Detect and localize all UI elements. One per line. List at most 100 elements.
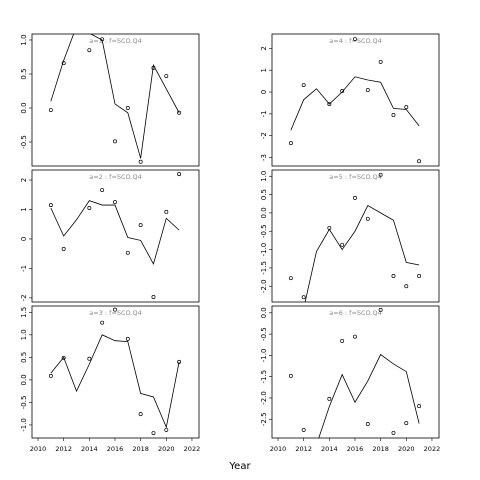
x-tick-label: 2018 [132,445,149,453]
fitted-line [50,334,180,429]
observed-point [340,338,345,343]
x-tick-label: 2012 [295,445,312,453]
x-tick-label: 2022 [184,445,201,453]
observed-point [378,307,383,312]
y-tick-label: -0.5 [20,135,28,149]
panel-frame [271,169,440,303]
observed-point [288,141,293,146]
y-tick-label: -2 [260,132,268,139]
plot-area [288,172,422,302]
x-tick-label: 2016 [347,445,364,453]
x-tick-label: 2014 [321,445,338,453]
fitted-line [50,34,180,159]
y-tick-label: 1 [260,68,268,72]
observed-point [61,355,66,360]
y-tick-label: -0.5 [260,327,268,341]
strip-label: a=1 : f=SCO.Q4 [89,37,141,45]
y-tick-label: -0.5 [20,396,28,410]
plot-area [288,307,422,438]
y-tick-label: -1.5 [260,370,268,384]
observed-point [301,427,306,432]
y-tick-label: 1.0 [20,34,28,45]
plot-area [48,34,182,164]
observed-point [391,112,396,117]
observed-point [113,139,117,144]
observed-point [138,412,143,417]
observed-point [288,373,293,378]
y-tick-label: -1.0 [20,418,28,432]
strip-label: a=3 : f=SCO.Q4 [89,309,141,317]
observed-point [100,320,105,325]
observed-point [177,172,182,177]
y-tick-label: 1.0 [260,171,268,182]
y-tick-label: 0.0 [260,307,268,318]
observed-point [417,274,422,278]
observed-point [87,48,92,53]
observed-point [151,431,156,435]
observed-point [125,250,130,255]
y-tick-label: -2.5 [260,412,268,426]
observed-point [113,307,117,312]
observed-point [340,242,345,247]
plot-area [48,307,182,435]
y-tick-label: -2 [20,294,28,301]
strip-label: a=5 : f=SCO.Q4 [329,173,381,181]
strip-label: a=4 : f=SCO.Q4 [329,37,381,45]
observed-point [417,404,422,409]
x-tick-label: 2016 [107,445,124,453]
observed-point [48,203,53,208]
fitted-line [318,353,420,438]
observed-point [378,172,383,177]
y-tick-label: 2 [260,46,268,50]
observed-point [327,396,332,401]
observed-point [125,106,130,110]
y-tick-label: 1.0 [20,329,28,340]
y-tick-label: -1.5 [260,261,268,275]
observed-point [288,276,293,281]
observed-point [61,247,66,251]
observed-point [138,223,143,228]
y-tick-label: -1.0 [260,243,268,257]
observed-point [138,159,143,164]
observed-point [353,334,357,339]
strip-label: a=2 : f=SCO.Q4 [89,173,141,181]
observed-point [417,159,422,164]
panel-frame [271,305,440,439]
y-tick-label: 0.5 [20,352,28,363]
x-tick-label: 2010 [270,445,287,453]
observed-point [113,200,117,205]
y-tick-label: 0.0 [20,374,28,385]
fitted-line [290,76,420,131]
y-tick-label: 0.5 [20,68,28,79]
observed-point [87,206,92,210]
observed-point [100,188,105,192]
y-tick-label: 1 [20,207,28,211]
x-axis-label: Year [228,461,251,472]
observed-point [164,74,169,78]
y-tick-label: -1 [20,265,28,272]
x-tick-label: 2018 [372,445,389,453]
observed-point [301,295,306,300]
y-tick-label: -0.5 [260,224,268,238]
panel-frame [31,169,200,303]
y-tick-label: 1.5 [20,307,28,318]
y-tick-label: 0 [20,237,28,241]
observed-point [353,195,357,200]
x-tick-label: 2020 [158,445,175,453]
y-tick-label: -1.0 [260,349,268,363]
observed-point [378,59,383,64]
y-tick-label: -1 [260,110,268,117]
observed-point [365,88,370,93]
observed-point [391,274,396,278]
observed-point [365,421,370,426]
x-tick-label: 2010 [30,445,47,453]
x-tick-label: 2020 [398,445,415,453]
observed-point [404,284,409,289]
plot-area [288,37,422,164]
observed-point [125,336,130,341]
y-tick-label: -2.0 [260,391,268,405]
observed-point [404,105,409,110]
y-tick-label: -3 [260,154,268,161]
plot-area [48,172,182,299]
